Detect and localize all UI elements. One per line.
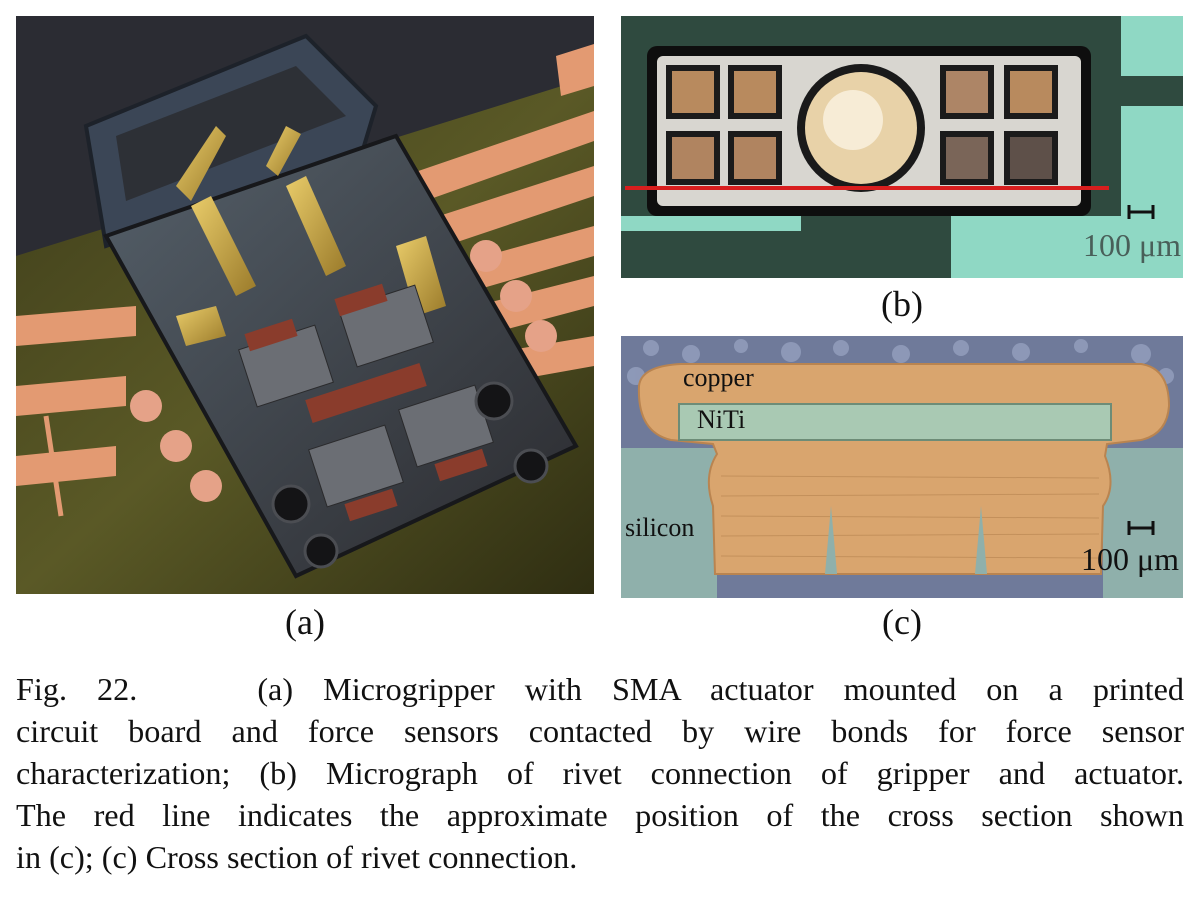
rivet-cross-section bbox=[621, 336, 1183, 598]
niti-label: NiTi bbox=[697, 405, 746, 434]
copper-label: copper bbox=[683, 363, 754, 392]
panel-c-scale-label: 100 μm bbox=[1080, 541, 1179, 577]
caption-line: circuit board and force sensors contacte… bbox=[16, 713, 1184, 749]
caption-line: characterization; (b) Micrograph of rive… bbox=[16, 755, 1184, 791]
caption-line: The red line indicates the approximate p… bbox=[16, 797, 1184, 833]
caption-line: Fig. 22. (a) Microgripper with SMA actua… bbox=[16, 671, 1184, 707]
rivet-micrograph bbox=[621, 16, 1183, 278]
panel-b-scale-label: 100 μm bbox=[1082, 227, 1181, 263]
silicon-label: silicon bbox=[625, 513, 695, 542]
figure-panel-a bbox=[16, 16, 594, 594]
caption-line: in (c); (c) Cross section of rivet conne… bbox=[16, 839, 578, 875]
panel-b-label: (b) bbox=[881, 284, 923, 324]
figure-panel-b: 100 μm bbox=[621, 16, 1183, 278]
panel-c-label: (c) bbox=[882, 602, 922, 642]
panel-a-label: (a) bbox=[285, 602, 325, 642]
figure-caption: Fig. 22. (a) Microgripper with SMA actua… bbox=[16, 668, 1184, 878]
figure-panel-c: copper NiTi silicon 100 μm bbox=[621, 336, 1183, 598]
microgripper-photo bbox=[16, 16, 594, 594]
